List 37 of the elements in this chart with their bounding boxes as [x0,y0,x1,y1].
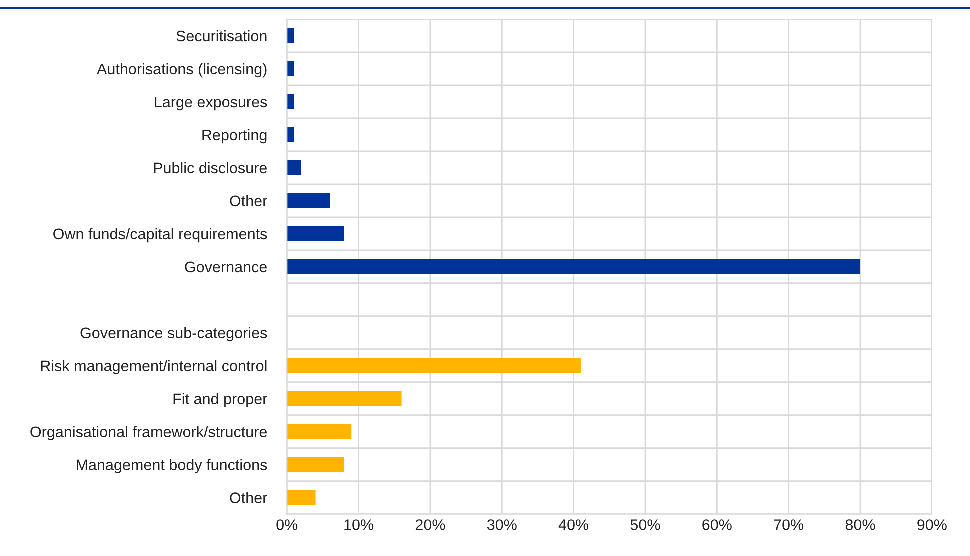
bar [287,490,316,506]
bar [287,28,294,44]
y-tick-label: Public disclosure [154,162,267,174]
bar [287,193,330,208]
bar [287,424,352,440]
x-tick-label: 40% [558,520,589,530]
y-tick-label: Own funds/capital requirements [54,228,268,243]
bar [287,160,302,176]
x-tick-label: 10% [344,520,374,530]
y-tick-label: Governance [185,262,268,273]
x-tick-label: 60% [702,520,732,530]
y-tick-label: Other [230,492,268,504]
x-tick-label: 90% [918,520,947,530]
bar [287,226,344,242]
y-tick-label: Fit and proper [174,393,268,408]
y-tick-label: Governance sub-categories [80,327,268,342]
x-tick-label: 80% [846,520,876,530]
y-tick-label: Other [230,195,268,207]
x-tick-label: 30% [487,520,517,530]
y-tick-label: Organisational framework/structure [30,426,268,441]
x-tick-label: 20% [416,520,446,530]
y-tick-label: Risk management/internal control [41,360,267,375]
y-tick-label: Reporting [202,129,267,144]
y-tick-label: Management body functions [77,459,268,474]
y-tick-label: Large exposures [155,96,268,111]
y-tick-label: Securitisation [176,30,267,42]
bar [287,457,344,472]
y-tick-label: Authorisations (licensing) [97,63,267,78]
bar [287,259,860,274]
bar [287,391,402,406]
x-tick-label: 0% [276,520,298,530]
x-tick-label: 70% [774,520,804,530]
x-tick-label: 50% [630,520,660,530]
bar [287,62,294,76]
bar [287,94,294,110]
bar [287,358,581,374]
bar [287,128,294,142]
